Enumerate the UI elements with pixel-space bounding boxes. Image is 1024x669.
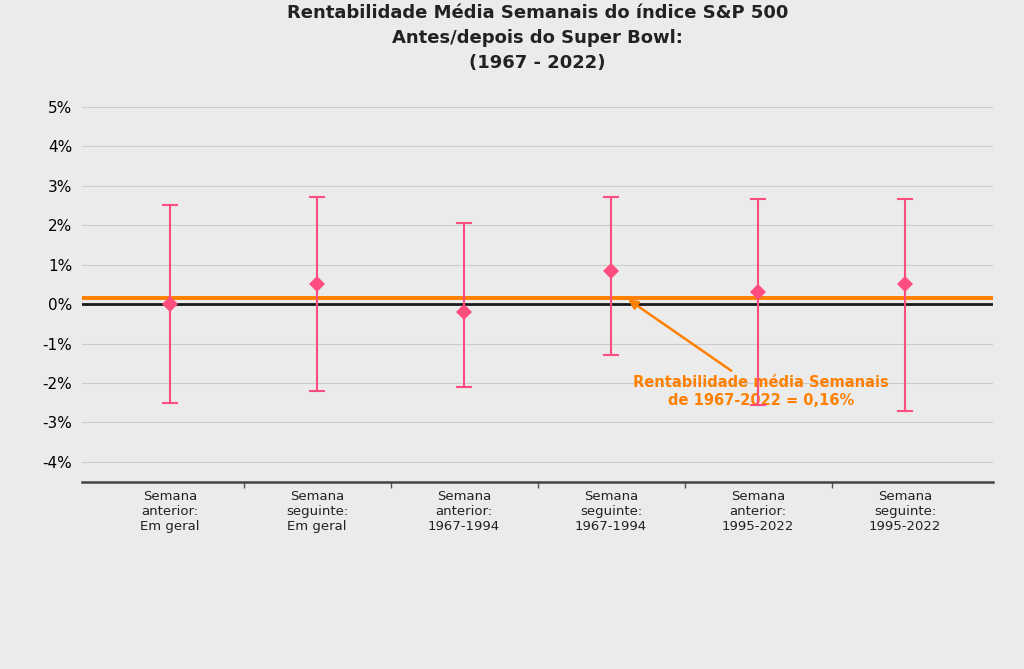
Text: Rentabilidade média Semanais
de 1967-2022 = 0,16%: Rentabilidade média Semanais de 1967-202…: [631, 301, 889, 407]
Text: Semana
anterior:
1967-1994: Semana anterior: 1967-1994: [428, 490, 500, 533]
Text: Semana
seguinte:
1995-2022: Semana seguinte: 1995-2022: [869, 490, 941, 533]
Text: Semana
anterior:
Em geral: Semana anterior: Em geral: [140, 490, 200, 533]
Title: Rentabilidade Média Semanais do índice S&P 500
Antes/depois do Super Bowl:
(1967: Rentabilidade Média Semanais do índice S…: [287, 3, 788, 72]
Text: Semana
seguinte:
1967-1994: Semana seguinte: 1967-1994: [575, 490, 647, 533]
Text: Semana
anterior:
1995-2022: Semana anterior: 1995-2022: [722, 490, 795, 533]
Text: Semana
seguinte:
Em geral: Semana seguinte: Em geral: [286, 490, 348, 533]
